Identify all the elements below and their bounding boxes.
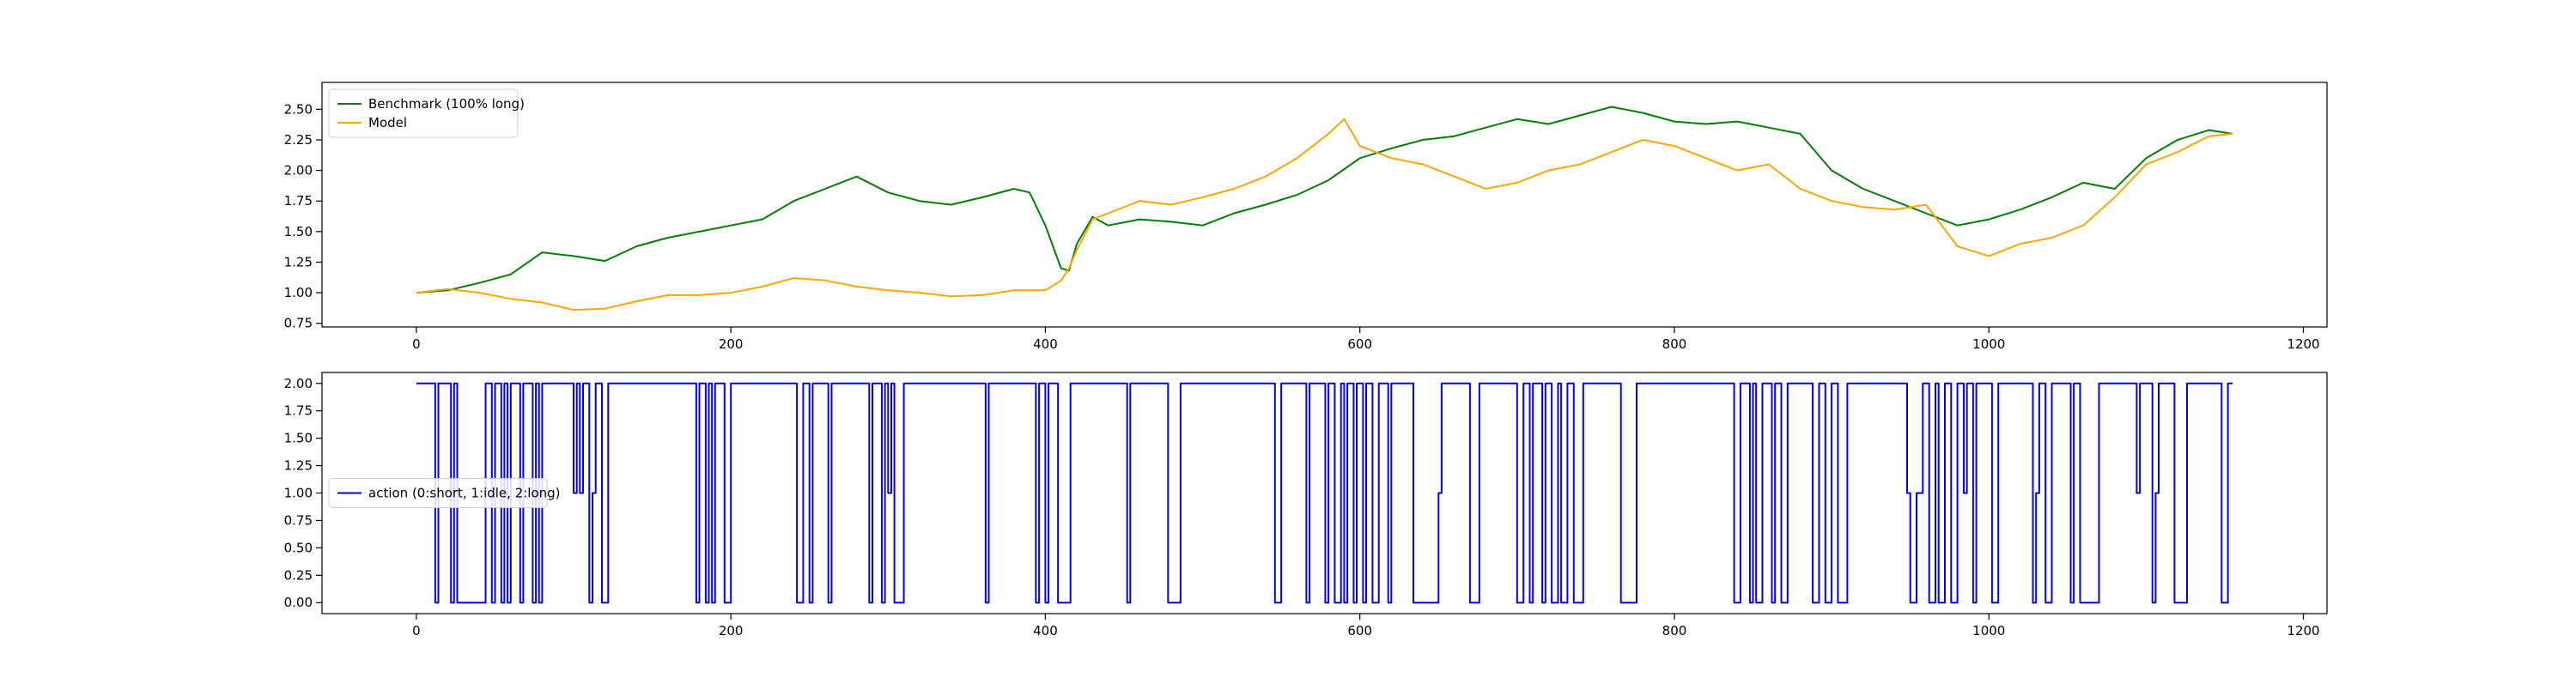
y-tick-label: 1.25 bbox=[284, 254, 313, 269]
y-tick-label: 0.50 bbox=[284, 540, 313, 555]
y-tick-label: 0.75 bbox=[284, 512, 313, 528]
x-tick-label: 800 bbox=[1662, 336, 1687, 352]
y-tick-label: 1.75 bbox=[284, 193, 313, 209]
y-tick-label: 0.25 bbox=[284, 567, 313, 583]
y-tick-label: 2.25 bbox=[284, 132, 313, 148]
y-tick-label: 0.75 bbox=[284, 316, 313, 331]
series-line-2 bbox=[416, 118, 2233, 312]
x-tick-label: 0 bbox=[412, 336, 421, 352]
y-tick-label: 1.00 bbox=[284, 486, 313, 501]
legend-label: action (0:short, 1:idle, 2:long) bbox=[368, 486, 561, 501]
y-tick-label: 1.00 bbox=[284, 285, 313, 300]
x-tick-label: 600 bbox=[1347, 623, 1372, 639]
y-tick-label: 1.50 bbox=[284, 431, 313, 446]
axes-frame bbox=[321, 82, 2328, 328]
y-tick-label: 1.50 bbox=[284, 224, 313, 239]
x-tick-label: 0 bbox=[412, 623, 421, 639]
panel-1: 0 200 400 600 800 1000 1200 0.75 1.00 1.25 1.50 1.7… bbox=[284, 82, 2328, 352]
x-tick-label: 800 bbox=[1662, 623, 1687, 639]
legend-box bbox=[328, 88, 519, 138]
x-tick-label: 200 bbox=[719, 336, 744, 352]
x-tick-label: 1200 bbox=[2287, 336, 2319, 352]
legend-box bbox=[328, 478, 548, 508]
x-tick-label: 1200 bbox=[2287, 623, 2319, 639]
y-tick-label: 2.50 bbox=[284, 101, 313, 117]
x-tick-label: 400 bbox=[1033, 336, 1058, 352]
panel-2: 0 200 400 600 800 1000 1200 0.00 0.25 0.50 0.75 1.0… bbox=[284, 372, 2328, 639]
x-tick-label: 1000 bbox=[1972, 336, 2005, 352]
x-tick-label: 600 bbox=[1347, 336, 1372, 352]
legend: Benchmark (100% long) Model bbox=[328, 88, 525, 138]
y-tick-label: 0.00 bbox=[284, 595, 313, 610]
y-tick-label: 2.00 bbox=[284, 376, 313, 391]
legend: action (0:short, 1:idle, 2:long) bbox=[328, 478, 561, 508]
legend-label: Model bbox=[368, 115, 407, 130]
y-tick-label: 2.00 bbox=[284, 163, 313, 179]
x-tick-label: 1000 bbox=[1972, 623, 2005, 639]
x-tick-label: 400 bbox=[1033, 623, 1058, 639]
series-line-1 bbox=[416, 106, 2233, 294]
series-line-1 bbox=[416, 382, 2233, 604]
y-tick-label: 1.75 bbox=[284, 403, 313, 419]
y-tick-label: 1.25 bbox=[284, 458, 313, 474]
legend-label: Benchmark (100% long) bbox=[368, 96, 525, 112]
x-tick-label: 200 bbox=[719, 623, 744, 639]
